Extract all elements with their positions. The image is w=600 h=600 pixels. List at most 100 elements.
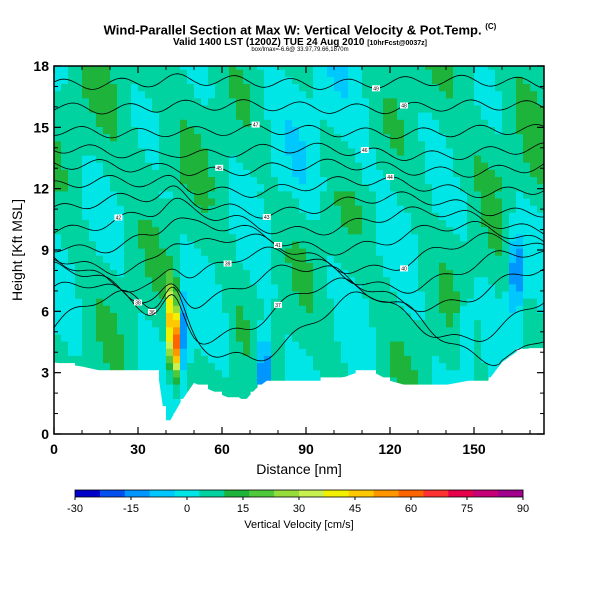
w-cell	[82, 133, 90, 142]
w-cell	[397, 69, 405, 77]
w-cell	[215, 362, 223, 371]
w-cell	[523, 255, 531, 263]
w-cell	[362, 190, 370, 199]
w-cell	[446, 140, 454, 149]
w-cell	[103, 248, 111, 256]
w-cell	[264, 369, 272, 378]
w-cell	[404, 169, 412, 177]
w-cell	[432, 140, 440, 149]
w-cell	[82, 126, 90, 135]
w-cell	[537, 290, 544, 299]
w-cell	[383, 183, 391, 192]
w-cell	[334, 348, 342, 356]
w-cell	[61, 104, 69, 113]
w-cell	[376, 119, 384, 127]
w-cell	[369, 90, 377, 99]
w-cell	[75, 248, 83, 256]
w-cell	[54, 319, 62, 328]
w-cell	[362, 104, 370, 113]
w-cell	[460, 269, 468, 278]
w-cell	[341, 369, 349, 378]
w-cell	[383, 262, 391, 271]
w-cell	[432, 283, 440, 292]
w-cell	[467, 76, 475, 84]
w-cell	[334, 341, 342, 349]
w-cell	[215, 255, 223, 263]
w-cell	[285, 126, 293, 135]
w-cell	[110, 126, 118, 135]
w-cell	[306, 190, 314, 199]
w-cell	[285, 319, 293, 328]
w-cell	[467, 262, 475, 271]
w-cell	[236, 269, 244, 278]
w-cell	[348, 362, 356, 371]
w-cell	[264, 348, 272, 356]
w-cell	[481, 97, 489, 106]
w-cell	[418, 126, 426, 135]
w-cell	[145, 319, 153, 328]
w-cell	[117, 197, 125, 206]
w-cell	[229, 290, 237, 299]
w-cell	[54, 255, 62, 263]
w-cell	[481, 90, 489, 99]
w-cell	[327, 76, 335, 84]
w-cell	[292, 212, 300, 220]
w-cell	[530, 262, 538, 271]
w-cell	[432, 348, 440, 356]
w-cell	[292, 66, 300, 70]
w-cell	[285, 312, 293, 321]
w-cell	[341, 154, 349, 163]
w-cell	[159, 312, 167, 321]
w-column	[348, 66, 356, 378]
w-cell	[152, 226, 160, 235]
w-cell	[117, 176, 125, 185]
w-cell	[509, 147, 517, 156]
w-cell	[278, 283, 286, 292]
w-cell	[208, 76, 216, 84]
w-cell	[145, 104, 153, 113]
w-column	[502, 66, 510, 364]
w-cell	[292, 205, 300, 213]
w-cell	[369, 66, 377, 70]
w-cell	[334, 66, 342, 70]
w-cell	[271, 269, 279, 278]
w-column	[341, 66, 349, 378]
w-cell	[54, 140, 62, 149]
w-cell	[341, 197, 349, 206]
w-cell	[376, 240, 384, 249]
w-cell	[537, 190, 544, 199]
w-cell	[292, 119, 300, 127]
w-cell	[89, 104, 97, 113]
w-cell	[110, 169, 118, 177]
w-cell	[229, 326, 237, 335]
w-cell	[117, 104, 125, 113]
w-cell	[124, 140, 132, 149]
w-cell	[446, 312, 454, 321]
w-cell	[159, 119, 167, 127]
w-cell	[460, 162, 468, 170]
w-cell	[509, 305, 517, 313]
w-cell	[523, 169, 531, 177]
w-cell	[180, 355, 188, 364]
w-cell	[243, 248, 251, 256]
w-cell	[152, 326, 160, 335]
w-cell	[474, 140, 482, 149]
w-cell	[488, 262, 496, 271]
w-cell	[124, 176, 132, 185]
w-cell	[509, 290, 517, 299]
w-cell	[61, 283, 69, 292]
w-cell	[341, 333, 349, 342]
w-cell	[145, 183, 153, 192]
w-cell	[215, 126, 223, 135]
w-cell	[418, 76, 426, 84]
w-cell	[89, 205, 97, 213]
w-cell	[271, 169, 279, 177]
w-cell	[453, 248, 461, 256]
w-cell	[502, 97, 510, 106]
w-cell	[243, 355, 251, 364]
w-cell	[432, 76, 440, 84]
w-cell	[89, 348, 97, 356]
w-cell	[208, 369, 216, 378]
w-cell	[474, 362, 482, 371]
w-cell	[341, 219, 349, 228]
